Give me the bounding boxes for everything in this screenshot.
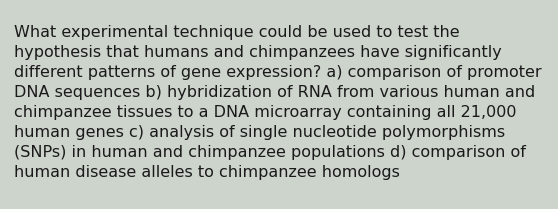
Text: What experimental technique could be used to test the
hypothesis that humans and: What experimental technique could be use…	[14, 25, 542, 180]
